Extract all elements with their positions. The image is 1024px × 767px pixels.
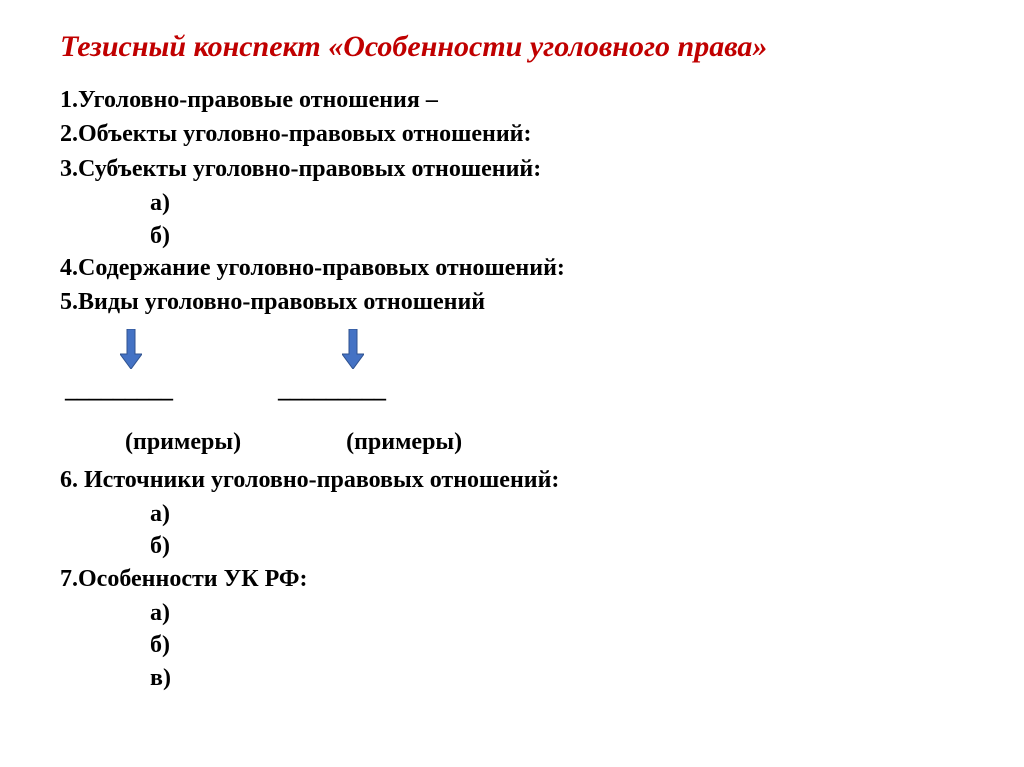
outline-item-3: 3.Субъекты уголовно-правовых отношений:	[60, 153, 984, 185]
outline-item-3a: а)	[150, 187, 984, 219]
blank-line-2: _________	[278, 374, 386, 406]
outline-item-7b: б)	[150, 629, 984, 661]
outline-item-7: 7.Особенности УК РФ:	[60, 563, 984, 595]
content-body: 1.Уголовно-правовые отношения – 2.Объект…	[60, 84, 984, 694]
outline-item-4: 4.Содержание уголовно-правовых отношений…	[60, 252, 984, 284]
blank-line-1: _________	[65, 374, 173, 406]
title-prefix: Тезисный конспект	[60, 30, 328, 63]
outline-item-2: 2.Объекты уголовно-правовых отношений:	[60, 118, 984, 150]
outline-item-1: 1.Уголовно-правовые отношения –	[60, 84, 984, 116]
example-label-2: (примеры)	[346, 426, 462, 458]
title-main: «Особенности уголовного права»	[328, 30, 767, 63]
slide-title: Тезисный конспект «Особенности уголовног…	[60, 30, 984, 64]
outline-item-6b: б)	[150, 530, 984, 562]
down-arrow-icon	[120, 329, 142, 369]
outline-item-3b: б)	[150, 220, 984, 252]
outline-item-6: 6. Источники уголовно-правовых отношений…	[60, 464, 984, 496]
outline-item-7a: а)	[150, 597, 984, 629]
blanks-row: _________ _________	[60, 374, 984, 406]
example-label-1: (примеры)	[125, 426, 241, 458]
outline-item-5: 5.Виды уголовно-правовых отношений	[60, 286, 984, 318]
arrows-row	[60, 329, 984, 369]
down-arrow-icon	[342, 329, 364, 369]
examples-row: (примеры) (примеры)	[60, 426, 984, 458]
outline-item-7c: в)	[150, 662, 984, 694]
outline-item-6a: а)	[150, 498, 984, 530]
